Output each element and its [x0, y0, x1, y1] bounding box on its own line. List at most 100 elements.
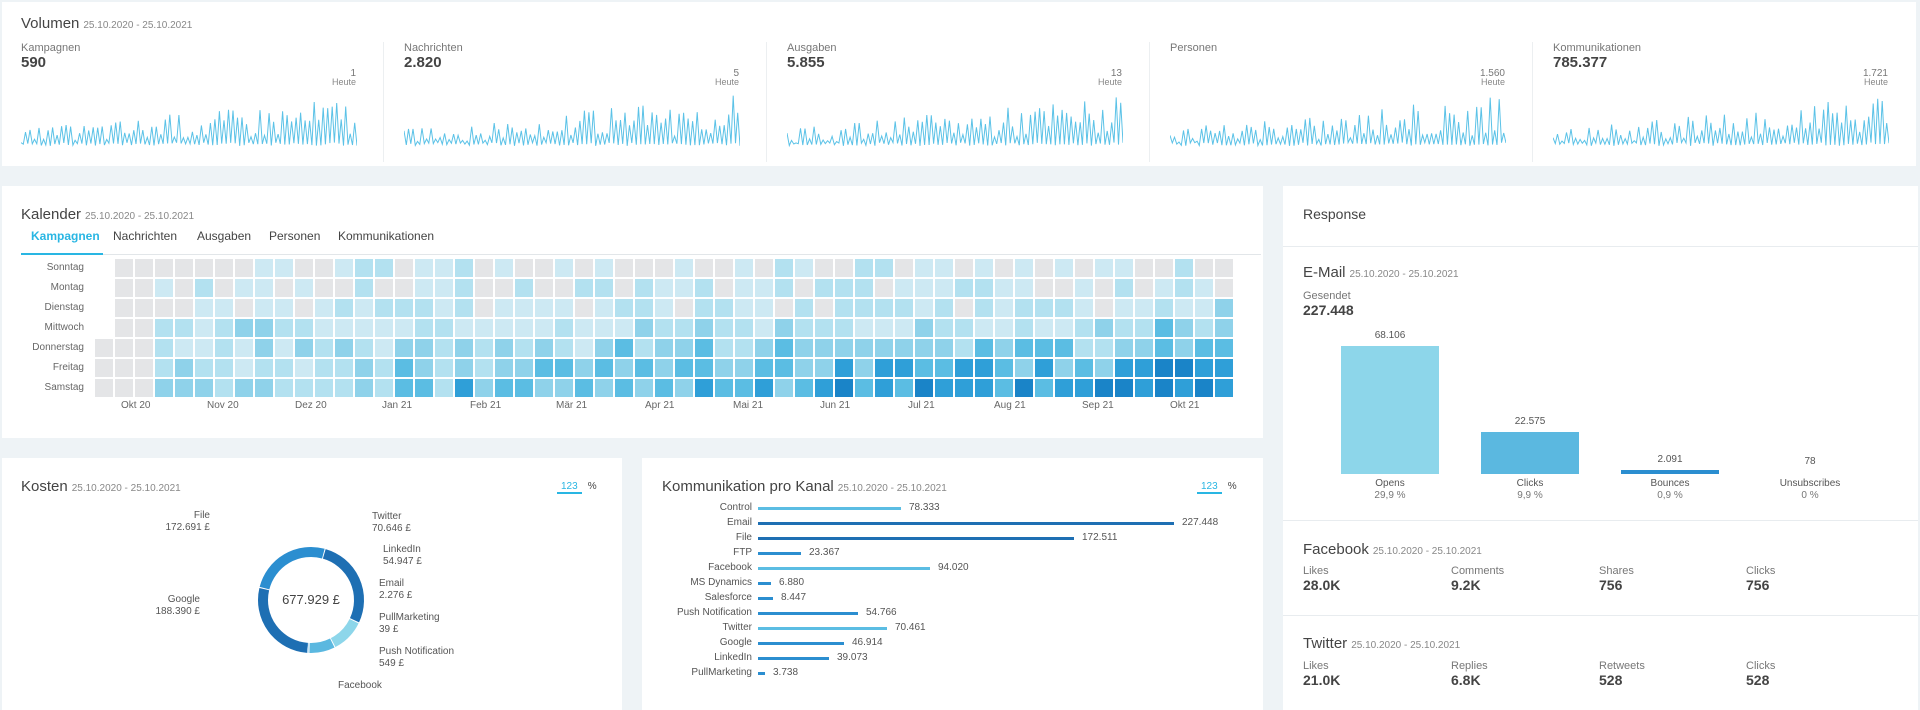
calendar-cell[interactable]	[835, 339, 853, 357]
calendar-cell[interactable]	[455, 299, 473, 317]
calendar-cell[interactable]	[315, 379, 333, 397]
calendar-cell[interactable]	[835, 319, 853, 337]
calendar-cell[interactable]	[1135, 299, 1153, 317]
calendar-cell[interactable]	[1115, 359, 1133, 377]
calendar-cell[interactable]	[855, 299, 873, 317]
calendar-cell[interactable]	[915, 319, 933, 337]
calendar-cell[interactable]	[835, 299, 853, 317]
calendar-cell[interactable]	[135, 259, 153, 277]
calendar-cell[interactable]	[495, 279, 513, 297]
calendar-cell[interactable]	[395, 379, 413, 397]
calendar-cell[interactable]	[415, 359, 433, 377]
calendar-cell[interactable]	[895, 299, 913, 317]
tab-kommunikationen[interactable]: Kommunikationen	[338, 229, 435, 243]
calendar-cell[interactable]	[1035, 259, 1053, 277]
calendar-cell[interactable]	[975, 319, 993, 337]
calendar-cell[interactable]	[695, 339, 713, 357]
calendar-cell[interactable]	[815, 299, 833, 317]
calendar-cell[interactable]	[615, 379, 633, 397]
calendar-cell[interactable]	[575, 339, 593, 357]
calendar-cell[interactable]	[275, 279, 293, 297]
calendar-cell[interactable]	[1175, 379, 1193, 397]
calendar-cell[interactable]	[595, 319, 613, 337]
calendar-cell[interactable]	[915, 279, 933, 297]
calendar-cell[interactable]	[915, 259, 933, 277]
calendar-cell[interactable]	[1035, 379, 1053, 397]
calendar-cell[interactable]	[475, 339, 493, 357]
kosten-unit-toggle[interactable]: 123%	[557, 481, 597, 494]
calendar-cell[interactable]	[1175, 259, 1193, 277]
calendar-cell[interactable]	[1055, 299, 1073, 317]
calendar-cell[interactable]	[975, 299, 993, 317]
calendar-cell[interactable]	[335, 339, 353, 357]
calendar-cell[interactable]	[175, 339, 193, 357]
calendar-cell[interactable]	[995, 259, 1013, 277]
calendar-cell[interactable]	[595, 259, 613, 277]
calendar-cell[interactable]	[895, 339, 913, 357]
calendar-cell[interactable]	[175, 319, 193, 337]
calendar-cell[interactable]	[395, 359, 413, 377]
calendar-cell[interactable]	[195, 339, 213, 357]
calendar-cell[interactable]	[575, 319, 593, 337]
calendar-cell[interactable]	[635, 279, 653, 297]
calendar-cell[interactable]	[275, 339, 293, 357]
calendar-cell[interactable]	[175, 379, 193, 397]
calendar-cell[interactable]	[235, 279, 253, 297]
calendar-cell[interactable]	[1035, 339, 1053, 357]
calendar-cell[interactable]	[1115, 279, 1133, 297]
calendar-cell[interactable]	[615, 339, 633, 357]
calendar-cell[interactable]	[295, 299, 313, 317]
calendar-cell[interactable]	[335, 379, 353, 397]
calendar-cell[interactable]	[1095, 339, 1113, 357]
calendar-cell[interactable]	[295, 339, 313, 357]
calendar-cell[interactable]	[875, 359, 893, 377]
calendar-cell[interactable]	[815, 259, 833, 277]
calendar-cell[interactable]	[295, 279, 313, 297]
calendar-cell[interactable]	[615, 259, 633, 277]
calendar-cell[interactable]	[555, 299, 573, 317]
calendar-cell[interactable]	[635, 299, 653, 317]
calendar-cell[interactable]	[875, 319, 893, 337]
calendar-cell[interactable]	[295, 319, 313, 337]
calendar-cell[interactable]	[575, 359, 593, 377]
calendar-cell[interactable]	[1215, 319, 1233, 337]
calendar-cell[interactable]	[235, 339, 253, 357]
calendar-cell[interactable]	[315, 299, 333, 317]
calendar-cell[interactable]	[255, 299, 273, 317]
calendar-cell[interactable]	[215, 299, 233, 317]
tab-kampagnen[interactable]: Kampagnen	[31, 229, 100, 243]
calendar-cell[interactable]	[255, 259, 273, 277]
calendar-cell[interactable]	[475, 359, 493, 377]
calendar-cell[interactable]	[815, 339, 833, 357]
calendar-cell[interactable]	[315, 319, 333, 337]
calendar-cell[interactable]	[275, 319, 293, 337]
calendar-cell[interactable]	[335, 259, 353, 277]
calendar-cell[interactable]	[455, 259, 473, 277]
calendar-cell[interactable]	[435, 339, 453, 357]
calendar-cell[interactable]	[295, 259, 313, 277]
calendar-cell[interactable]	[935, 379, 953, 397]
calendar-cell[interactable]	[335, 279, 353, 297]
calendar-cell[interactable]	[1055, 319, 1073, 337]
calendar-cell[interactable]	[235, 259, 253, 277]
calendar-cell[interactable]	[635, 359, 653, 377]
calendar-cell[interactable]	[1035, 359, 1053, 377]
calendar-cell[interactable]	[1055, 359, 1073, 377]
calendar-cell[interactable]	[135, 379, 153, 397]
calendar-cell[interactable]	[555, 359, 573, 377]
calendar-cell[interactable]	[1135, 279, 1153, 297]
calendar-cell[interactable]	[255, 279, 273, 297]
calendar-cell[interactable]	[255, 359, 273, 377]
calendar-cell[interactable]	[855, 379, 873, 397]
calendar-cell[interactable]	[355, 279, 373, 297]
calendar-cell[interactable]	[1135, 319, 1153, 337]
calendar-cell[interactable]	[915, 359, 933, 377]
calendar-cell[interactable]	[655, 279, 673, 297]
calendar-cell[interactable]	[1115, 339, 1133, 357]
calendar-cell[interactable]	[1055, 259, 1073, 277]
calendar-cell[interactable]	[795, 319, 813, 337]
calendar-cell[interactable]	[695, 379, 713, 397]
calendar-cell[interactable]	[155, 339, 173, 357]
calendar-cell[interactable]	[535, 339, 553, 357]
calendar-cell[interactable]	[735, 299, 753, 317]
